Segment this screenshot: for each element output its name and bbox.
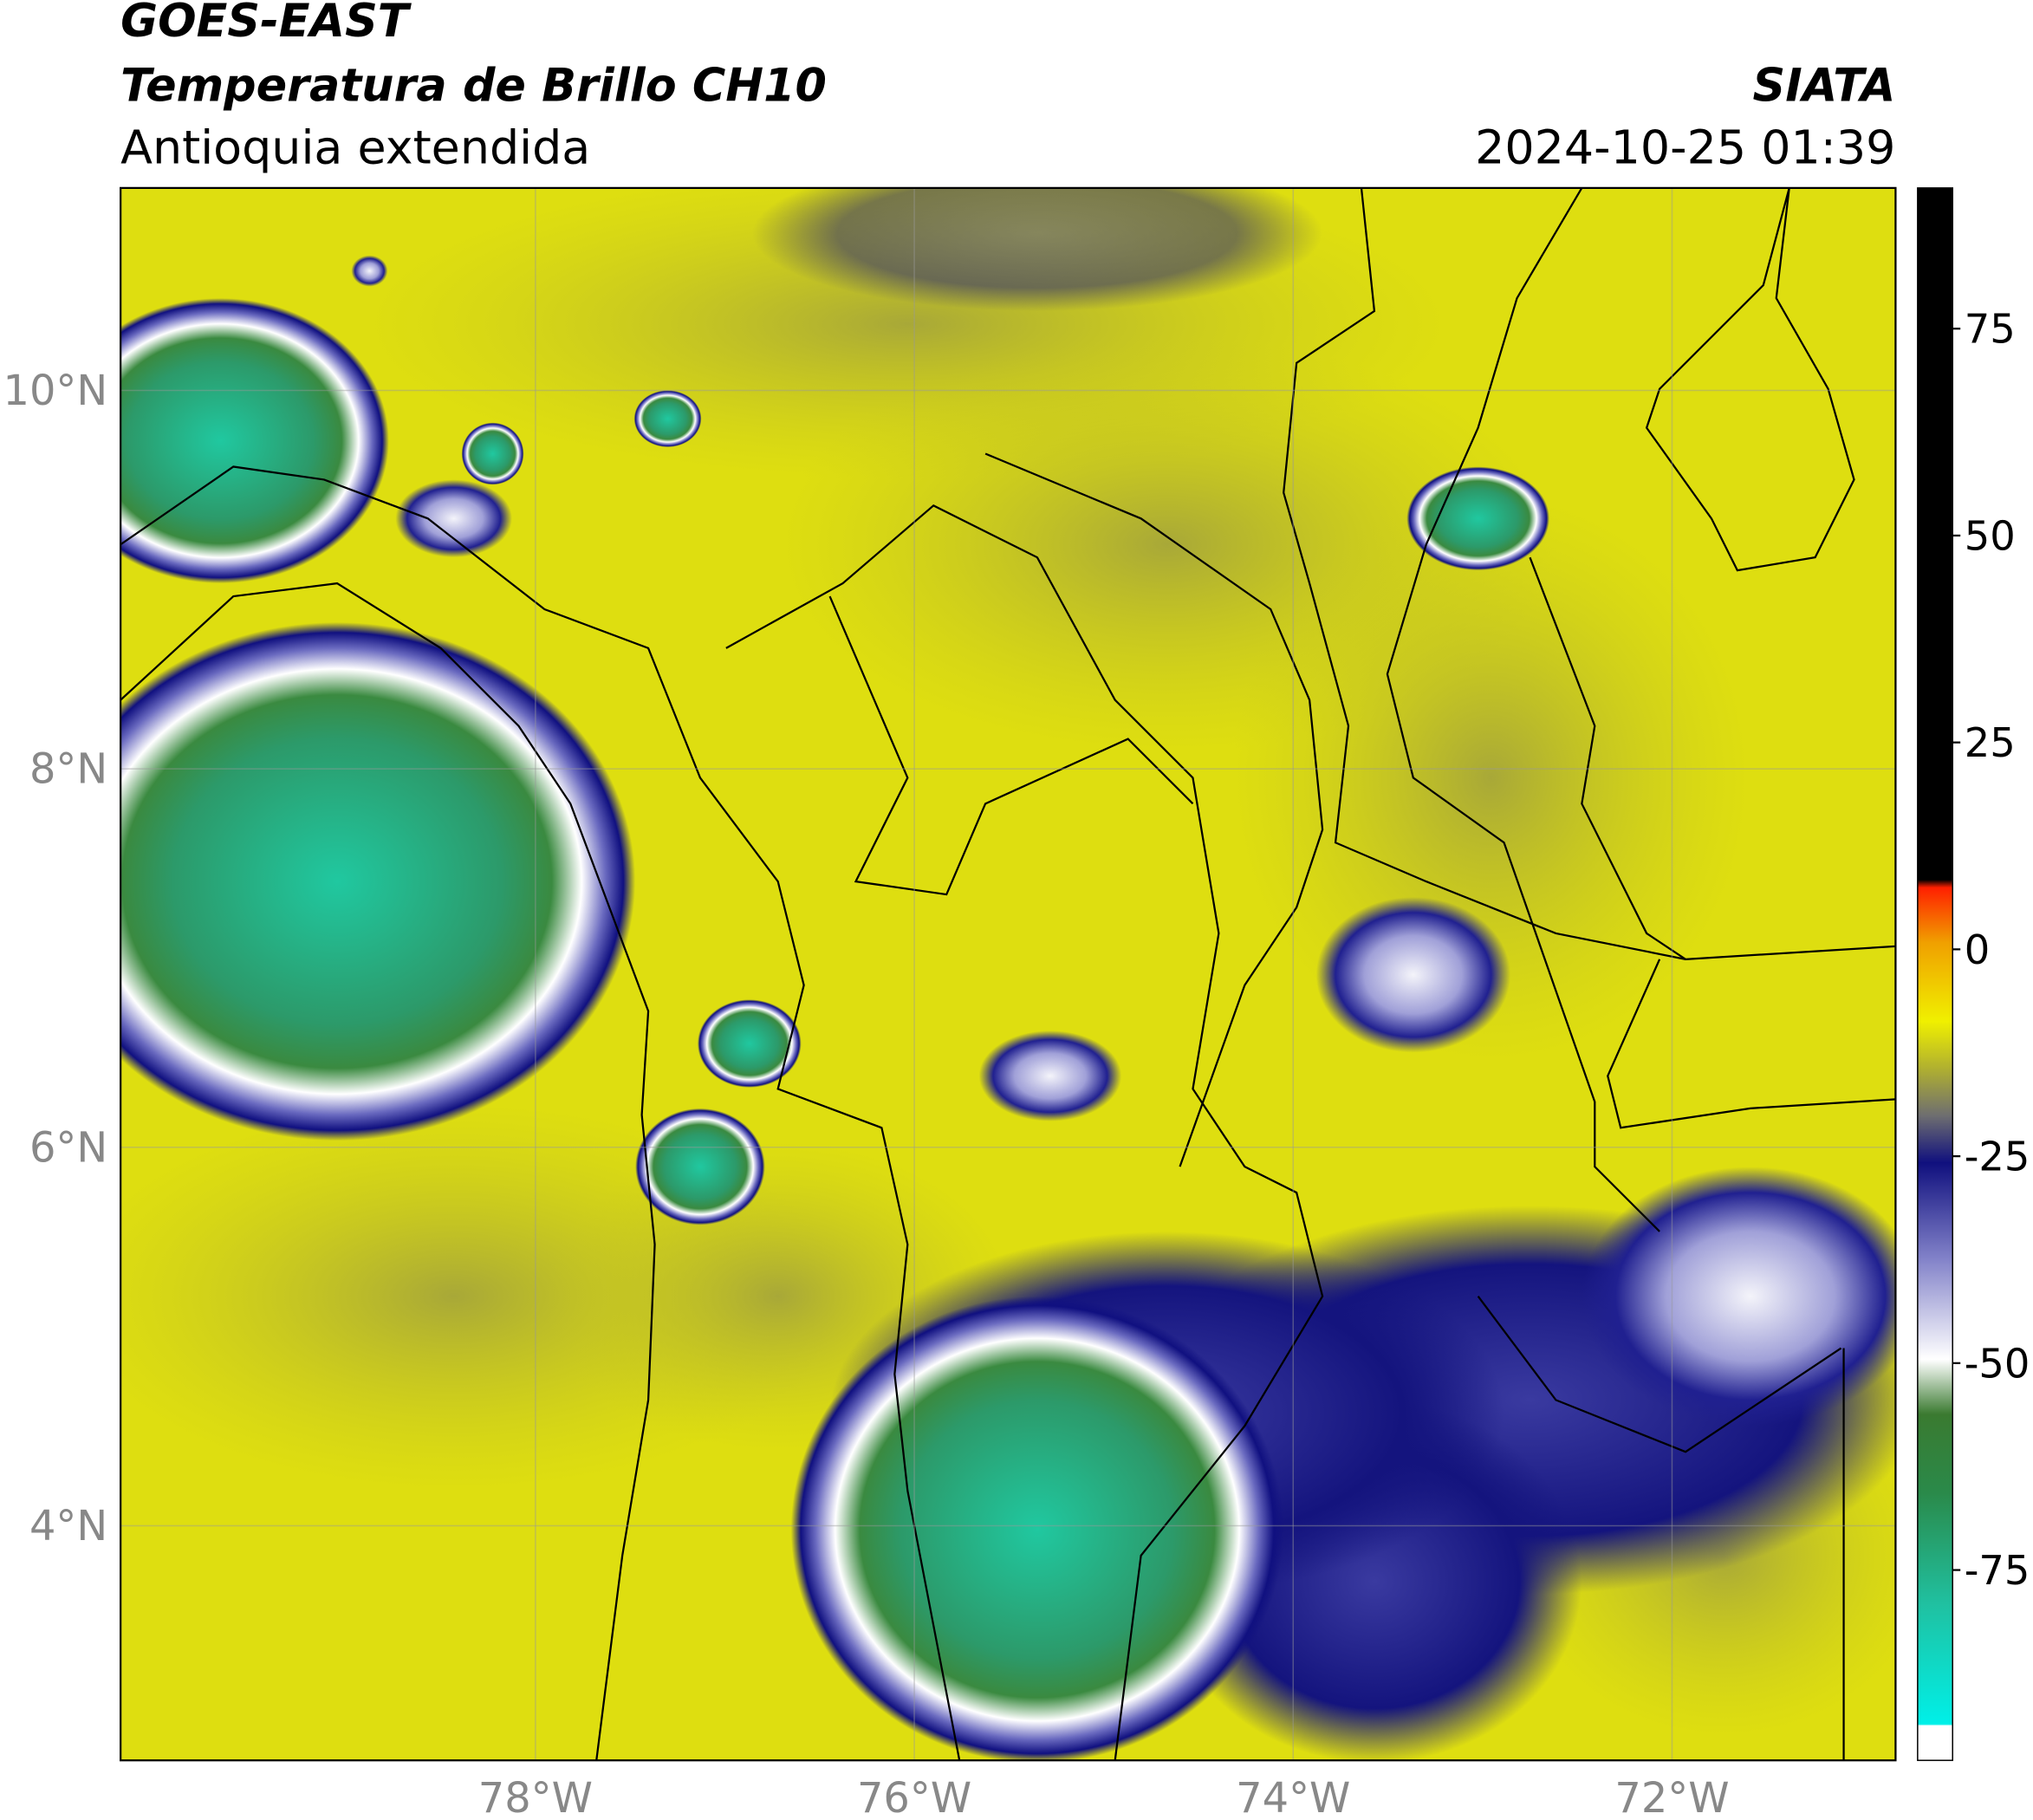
region: Antioquia extendida — [120, 120, 590, 174]
x-tick-label: 78°W — [478, 1775, 593, 1820]
subtitle: Temperatura de Brillo CH10 — [120, 60, 827, 113]
y-tick-label: 10°N — [3, 367, 108, 415]
grid — [120, 187, 1896, 1761]
colorbar-tick-label: 25 — [1965, 719, 2016, 766]
x-tick-label: 74°W — [1236, 1775, 1350, 1820]
colorbar-tick-label: -25 — [1965, 1134, 2030, 1180]
map-frame — [120, 186, 1897, 1762]
y-tick-label: 6°N — [29, 1124, 107, 1172]
datetime: 2024-10-25 01:39 — [1475, 120, 1895, 174]
satellite-image — [120, 187, 1896, 1761]
agency: SIATA — [1753, 60, 1896, 113]
colorbar — [1917, 187, 1953, 1761]
colorbar-tick-label: -50 — [1965, 1340, 2030, 1387]
x-tick-label: 76°W — [857, 1775, 971, 1820]
y-tick-label: 8°N — [29, 746, 107, 794]
colorbar-tick-label: -75 — [1965, 1547, 2030, 1594]
x-tick-label: 72°W — [1614, 1775, 1729, 1820]
colorbar-tick-label: 0 — [1965, 926, 1991, 973]
y-tick-label: 4°N — [29, 1503, 107, 1550]
colorbar-tick-label: 50 — [1965, 512, 2016, 559]
title: GOES-EAST — [120, 0, 412, 48]
colorbar-tick-label: 75 — [1965, 306, 2016, 353]
